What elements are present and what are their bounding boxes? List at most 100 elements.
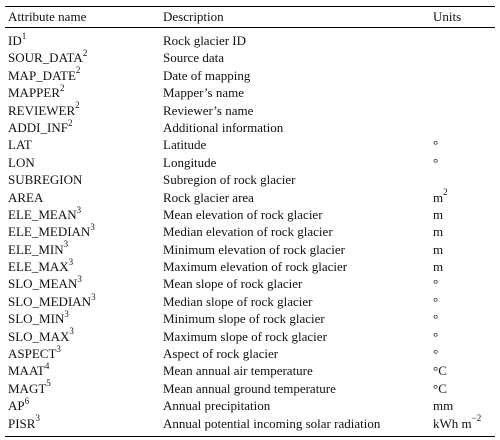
table-row: LAT Latitude ° (5, 136, 495, 153)
description-cell: Aspect of rock glacier (163, 346, 279, 362)
footnote-marker: 5 (46, 378, 51, 389)
attribute-name-cell: SLO_MIN3 (5, 308, 163, 327)
attribute-name: MAAT (8, 363, 45, 379)
units-cell: m (433, 223, 495, 240)
description-cell: Median slope of rock glacier (163, 293, 313, 309)
attribute-name: ASPECT (8, 346, 57, 362)
table-row: ADDI_INF2 Additional information (5, 117, 495, 136)
unit-value: kWh m (433, 415, 472, 431)
attribute-name: PISR (8, 415, 36, 431)
description-cell: Minimum slope of rock glacier (163, 311, 325, 327)
unit-value: mm (433, 398, 454, 414)
units-cell (433, 49, 495, 66)
units-cell: mm (433, 397, 495, 414)
table-row: MAAT4 Mean annual air temperature °C (5, 362, 495, 379)
attribute-table: Attribute name Description Units ID1 Rock… (5, 6, 495, 437)
description-cell: Annual potential incoming solar radiatio… (163, 415, 381, 431)
table-row: ELE_MAX3 Maximum elevation of rock glacie… (5, 257, 495, 275)
units-cell: ° (433, 275, 495, 292)
attribute-name-cell: SLO_MEDIAN3 (5, 291, 163, 310)
units-cell: kWh m−2 (433, 413, 495, 432)
table-row: SLO_MAX3 Maximum slope of rock glacier ° (5, 326, 495, 345)
attribute-name: LON (8, 154, 35, 170)
footnote-marker: 3 (64, 308, 69, 319)
table-row: ELE_MIN3 Minimum elevation of rock glacie… (5, 240, 495, 258)
table-row: MAGT5 Mean annual ground temperature °C (5, 378, 495, 397)
attribute-name-cell: LON (5, 154, 163, 171)
attribute-name-cell: ELE_MEDIAN3 (5, 221, 163, 240)
description-cell: Latitude (163, 137, 207, 153)
attribute-name-cell: ADDI_INF2 (5, 117, 163, 136)
units-cell: °C (433, 362, 495, 379)
description-cell: Annual precipitation (163, 398, 271, 414)
unit-value: °C (433, 363, 447, 379)
attribute-name: SLO_MEAN (8, 276, 78, 292)
header-description: Description (163, 9, 224, 24)
attribute-name: MAGT (8, 380, 47, 396)
header-attribute-name: Attribute name (8, 9, 87, 24)
attribute-name: ELE_MAX (8, 259, 69, 275)
attribute-name: LAT (8, 137, 32, 153)
description-cell: Date of mapping (163, 67, 251, 83)
attribute-name-cell: MAPPER2 (5, 83, 163, 101)
unit-value: ° (433, 137, 439, 153)
unit-value: ° (433, 276, 439, 292)
description-cell: Rock glacier ID (163, 33, 247, 48)
unit-exponent: −2 (471, 413, 482, 424)
table-row: SLO_MIN3 Minimum slope of rock glacier ° (5, 308, 495, 327)
table-row: LON Longitude ° (5, 154, 495, 171)
description-cell: Mean annual air temperature (163, 363, 313, 379)
footnote-marker: 1 (21, 30, 27, 41)
attribute-name-cell: AREA (5, 189, 163, 206)
footnote-marker: 2 (82, 48, 88, 59)
attribute-name-cell: ID1 (5, 30, 163, 49)
attribute-name-cell: MAGT5 (5, 378, 163, 397)
footnote-marker: 4 (44, 361, 50, 372)
units-cell: °C (433, 380, 495, 397)
unit-exponent: 2 (443, 187, 448, 198)
table-row: SUBREGION Subregion of rock glacier (5, 171, 495, 188)
description-cell: Minimum elevation of rock glacier (163, 241, 345, 257)
units-cell: ° (433, 293, 495, 310)
attribute-name: SLO_MIN (8, 311, 65, 327)
description-cell: Maximum slope of rock glacier (163, 328, 327, 344)
footnote-marker: 3 (77, 274, 82, 285)
table-row: SLO_MEDIAN3 Median slope of rock glacier ° (5, 291, 495, 310)
attribute-name: ID (8, 33, 22, 48)
attribute-name: MAP_DATE (8, 67, 76, 83)
attribute-name-cell: ELE_MAX3 (5, 257, 163, 275)
unit-value: °C (433, 380, 447, 396)
header-units: Units (433, 9, 462, 24)
description-cell: Mean elevation of rock glacier (163, 206, 323, 222)
footnote-marker: 2 (75, 65, 81, 76)
unit-value: m (433, 259, 444, 275)
units-cell (433, 102, 495, 119)
attribute-name-cell: PISR3 (5, 414, 163, 432)
attribute-name: REVIEWER (8, 102, 76, 118)
footnote-marker: 3 (69, 326, 74, 337)
bottom-rule (5, 435, 495, 437)
unit-value: ° (433, 346, 439, 362)
table-row: ELE_MEDIAN3 Median elevation of rock glac… (5, 221, 495, 240)
unit-value: ° (433, 311, 439, 327)
unit-value: ° (433, 293, 439, 309)
unit-value: m (433, 206, 444, 222)
attribute-name: AP (8, 398, 25, 414)
footnote-marker: 3 (90, 221, 95, 232)
units-cell: ° (433, 310, 495, 327)
footnote-marker: 3 (91, 291, 96, 302)
attribute-name-cell: ASPECT3 (5, 344, 163, 362)
attribute-name-cell: SUBREGION (5, 171, 163, 188)
attribute-name-cell: REVIEWER2 (5, 100, 163, 119)
attribute-name-cell: SLO_MAX3 (5, 326, 163, 345)
attribute-name-cell: AP6 (5, 396, 163, 414)
units-cell (433, 84, 495, 101)
table-row: AP6 Annual precipitation mm (5, 396, 495, 414)
attribute-name: SUBREGION (8, 172, 83, 188)
footnote-marker: 2 (67, 117, 73, 128)
footnote-marker: 2 (75, 100, 80, 111)
attribute-name: ADDI_INF (8, 119, 68, 135)
description-cell: Reviewer’s name (163, 102, 254, 118)
attribute-name-cell: SOUR_DATA2 (5, 49, 163, 66)
description-cell: Maximum elevation of rock glacier (163, 259, 348, 275)
